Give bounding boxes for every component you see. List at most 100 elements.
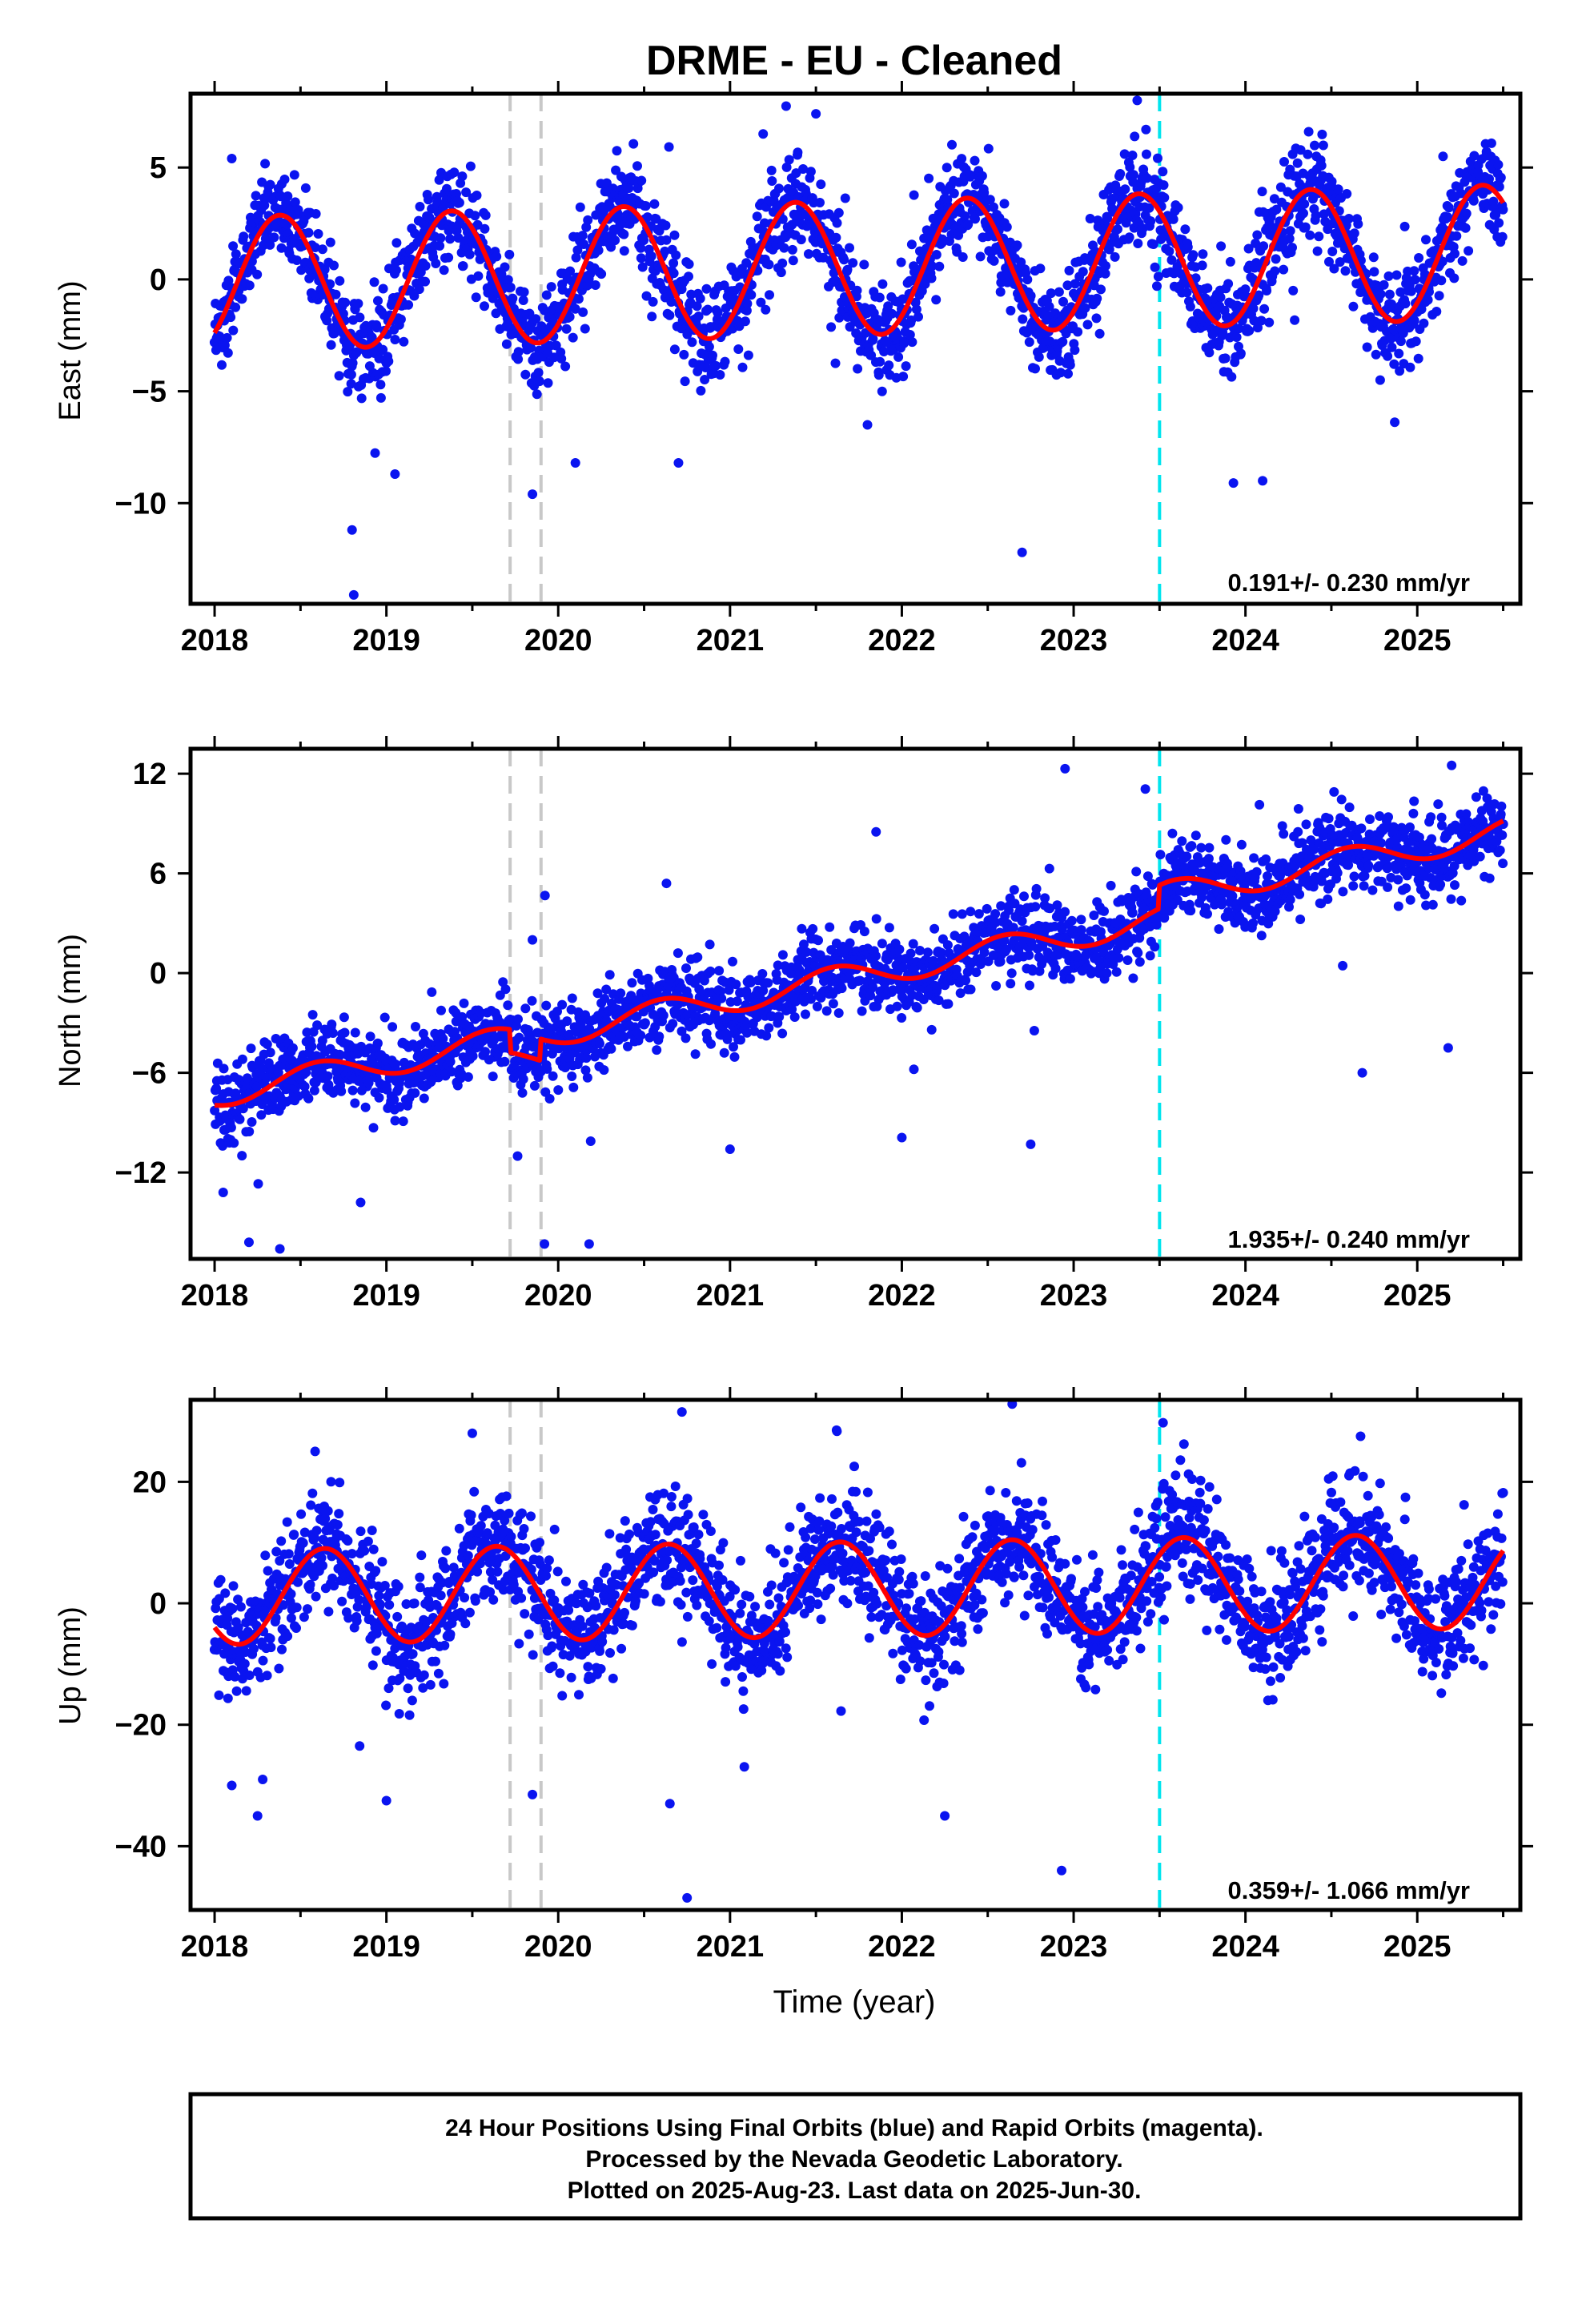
data-point <box>347 358 358 368</box>
data-point <box>223 348 233 358</box>
data-point <box>1018 314 1028 324</box>
data-point <box>1284 902 1294 912</box>
data-point <box>623 1041 632 1051</box>
data-point <box>1383 351 1393 361</box>
data-point <box>706 1039 716 1049</box>
panel-north: North (mm) 2018 2019 2020 2021 2022 2023 2024 2… <box>54 736 1533 1313</box>
data-point <box>652 1045 662 1055</box>
data-point <box>708 350 717 360</box>
data-point <box>1204 842 1215 853</box>
data-point <box>339 1027 350 1038</box>
data-point <box>1353 219 1363 229</box>
data-point <box>1158 180 1169 191</box>
up-ylabel: Up (mm) <box>54 1606 87 1725</box>
data-point <box>905 330 915 340</box>
data-point <box>789 1012 800 1022</box>
data-point <box>701 363 711 372</box>
data-point <box>999 935 1010 946</box>
data-point <box>1329 786 1339 797</box>
data-point <box>1214 924 1224 935</box>
data-point <box>833 1008 844 1018</box>
data-point <box>681 963 691 973</box>
data-point <box>504 249 515 259</box>
data-point <box>1244 325 1255 336</box>
data-point <box>529 1080 540 1091</box>
data-point <box>260 159 271 169</box>
up-plot-area <box>209 1400 1508 1910</box>
data-point <box>542 1063 552 1074</box>
data-point <box>979 947 990 958</box>
data-point <box>1159 192 1170 203</box>
data-point <box>859 927 869 937</box>
data-point <box>961 975 971 986</box>
data-point <box>300 183 311 193</box>
data-point <box>777 1028 788 1039</box>
data-point-outlier <box>1447 760 1457 770</box>
up-points <box>209 1400 1508 1903</box>
data-point <box>1052 900 1062 911</box>
data-point <box>1102 213 1113 223</box>
data-point <box>832 218 842 228</box>
data-point <box>1426 812 1436 822</box>
data-point <box>1452 231 1462 241</box>
data-point <box>761 1031 772 1041</box>
data-point <box>231 249 241 259</box>
data-point <box>888 985 898 995</box>
data-point <box>834 312 845 323</box>
data-point <box>513 1014 523 1024</box>
data-point-outlier <box>227 154 237 164</box>
data-point <box>793 147 803 158</box>
data-point <box>1119 149 1130 159</box>
data-point <box>668 1019 678 1029</box>
data-point <box>445 234 456 244</box>
data-point <box>1343 214 1354 223</box>
data-point <box>533 368 544 378</box>
data-point <box>457 171 468 182</box>
data-point <box>1062 280 1073 291</box>
data-point <box>1299 208 1308 219</box>
data-point <box>331 289 341 300</box>
data-point <box>215 1574 226 1585</box>
data-point <box>990 909 1001 919</box>
data-point <box>222 332 232 343</box>
data-point <box>1410 275 1420 285</box>
data-point <box>924 173 934 183</box>
data-point <box>957 154 967 164</box>
data-point <box>508 293 518 304</box>
data-point <box>1182 287 1192 298</box>
data-point <box>399 336 409 347</box>
data-point <box>1186 841 1197 851</box>
data-point <box>1382 863 1392 874</box>
data-point <box>693 952 703 963</box>
data-point-outlier <box>871 826 881 837</box>
data-point <box>1414 253 1424 263</box>
data-point <box>731 979 741 990</box>
data-point-outlier <box>1443 1043 1453 1053</box>
data-point <box>1243 243 1254 254</box>
data-point <box>830 358 841 368</box>
data-point <box>1017 916 1027 927</box>
data-point <box>912 1003 922 1013</box>
data-point <box>673 948 683 959</box>
data-point <box>729 1042 738 1052</box>
data-point <box>472 191 482 200</box>
data-point <box>637 262 648 272</box>
data-point <box>1348 881 1359 891</box>
data-point <box>883 301 893 312</box>
data-point <box>636 175 647 186</box>
data-point <box>414 284 424 295</box>
data-point <box>346 379 356 389</box>
x-tick-label: 2019 <box>352 1279 420 1313</box>
data-point <box>513 354 524 364</box>
data-point <box>312 1020 323 1031</box>
data-point <box>1409 316 1419 326</box>
data-point <box>966 907 976 917</box>
data-point <box>741 305 752 316</box>
data-point <box>628 139 639 149</box>
data-point <box>226 1123 236 1132</box>
data-point <box>773 960 783 971</box>
data-point <box>784 155 794 165</box>
data-point <box>1127 907 1138 918</box>
data-point <box>761 304 771 315</box>
data-point <box>1395 336 1406 347</box>
